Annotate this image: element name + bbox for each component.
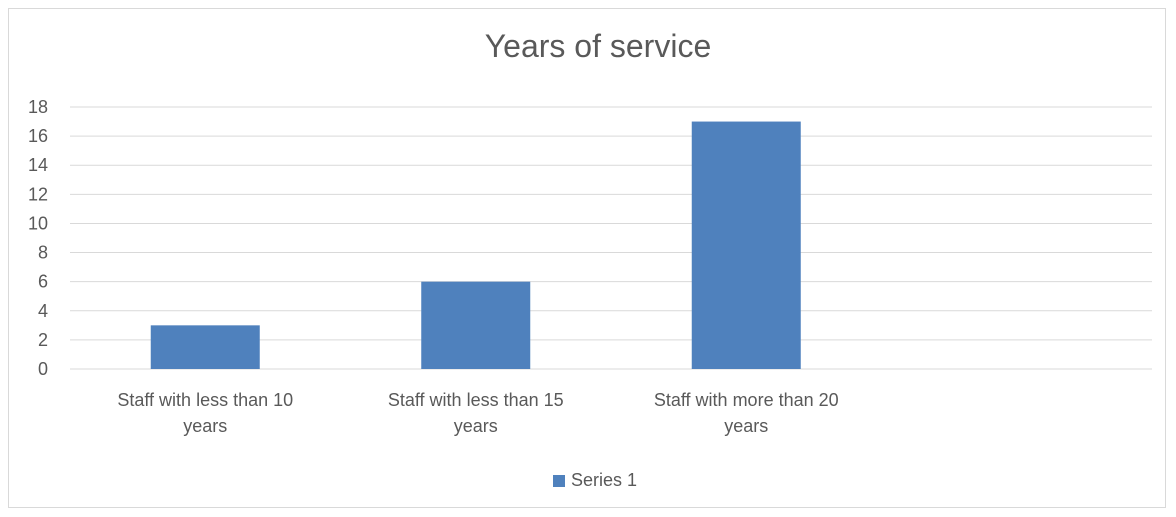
legend: Series 1 <box>553 470 637 491</box>
bar <box>421 281 531 369</box>
y-tick-label: 0 <box>38 359 48 379</box>
x-category-label: years <box>183 416 227 436</box>
y-tick-label: 8 <box>38 243 48 263</box>
y-tick-label: 14 <box>28 155 48 175</box>
x-category-label: Staff with less than 10 <box>117 390 293 410</box>
y-tick-label: 16 <box>28 126 48 146</box>
y-tick-label: 18 <box>28 97 48 117</box>
bar <box>150 325 260 369</box>
y-tick-label: 2 <box>38 330 48 350</box>
y-tick-label: 10 <box>28 213 48 233</box>
chart-frame <box>8 8 1166 508</box>
y-tick-label: 4 <box>38 301 48 321</box>
y-tick-label: 12 <box>28 184 48 204</box>
x-category-label: years <box>454 416 498 436</box>
legend-label: Series 1 <box>571 470 638 490</box>
x-category-label: Staff with more than 20 <box>654 390 839 410</box>
chart-title: Years of service <box>484 28 712 64</box>
y-tick-label: 6 <box>38 272 48 292</box>
bar <box>691 121 801 369</box>
x-category-label: years <box>724 416 768 436</box>
x-category-label: Staff with less than 15 <box>388 390 564 410</box>
legend-swatch <box>553 474 565 487</box>
